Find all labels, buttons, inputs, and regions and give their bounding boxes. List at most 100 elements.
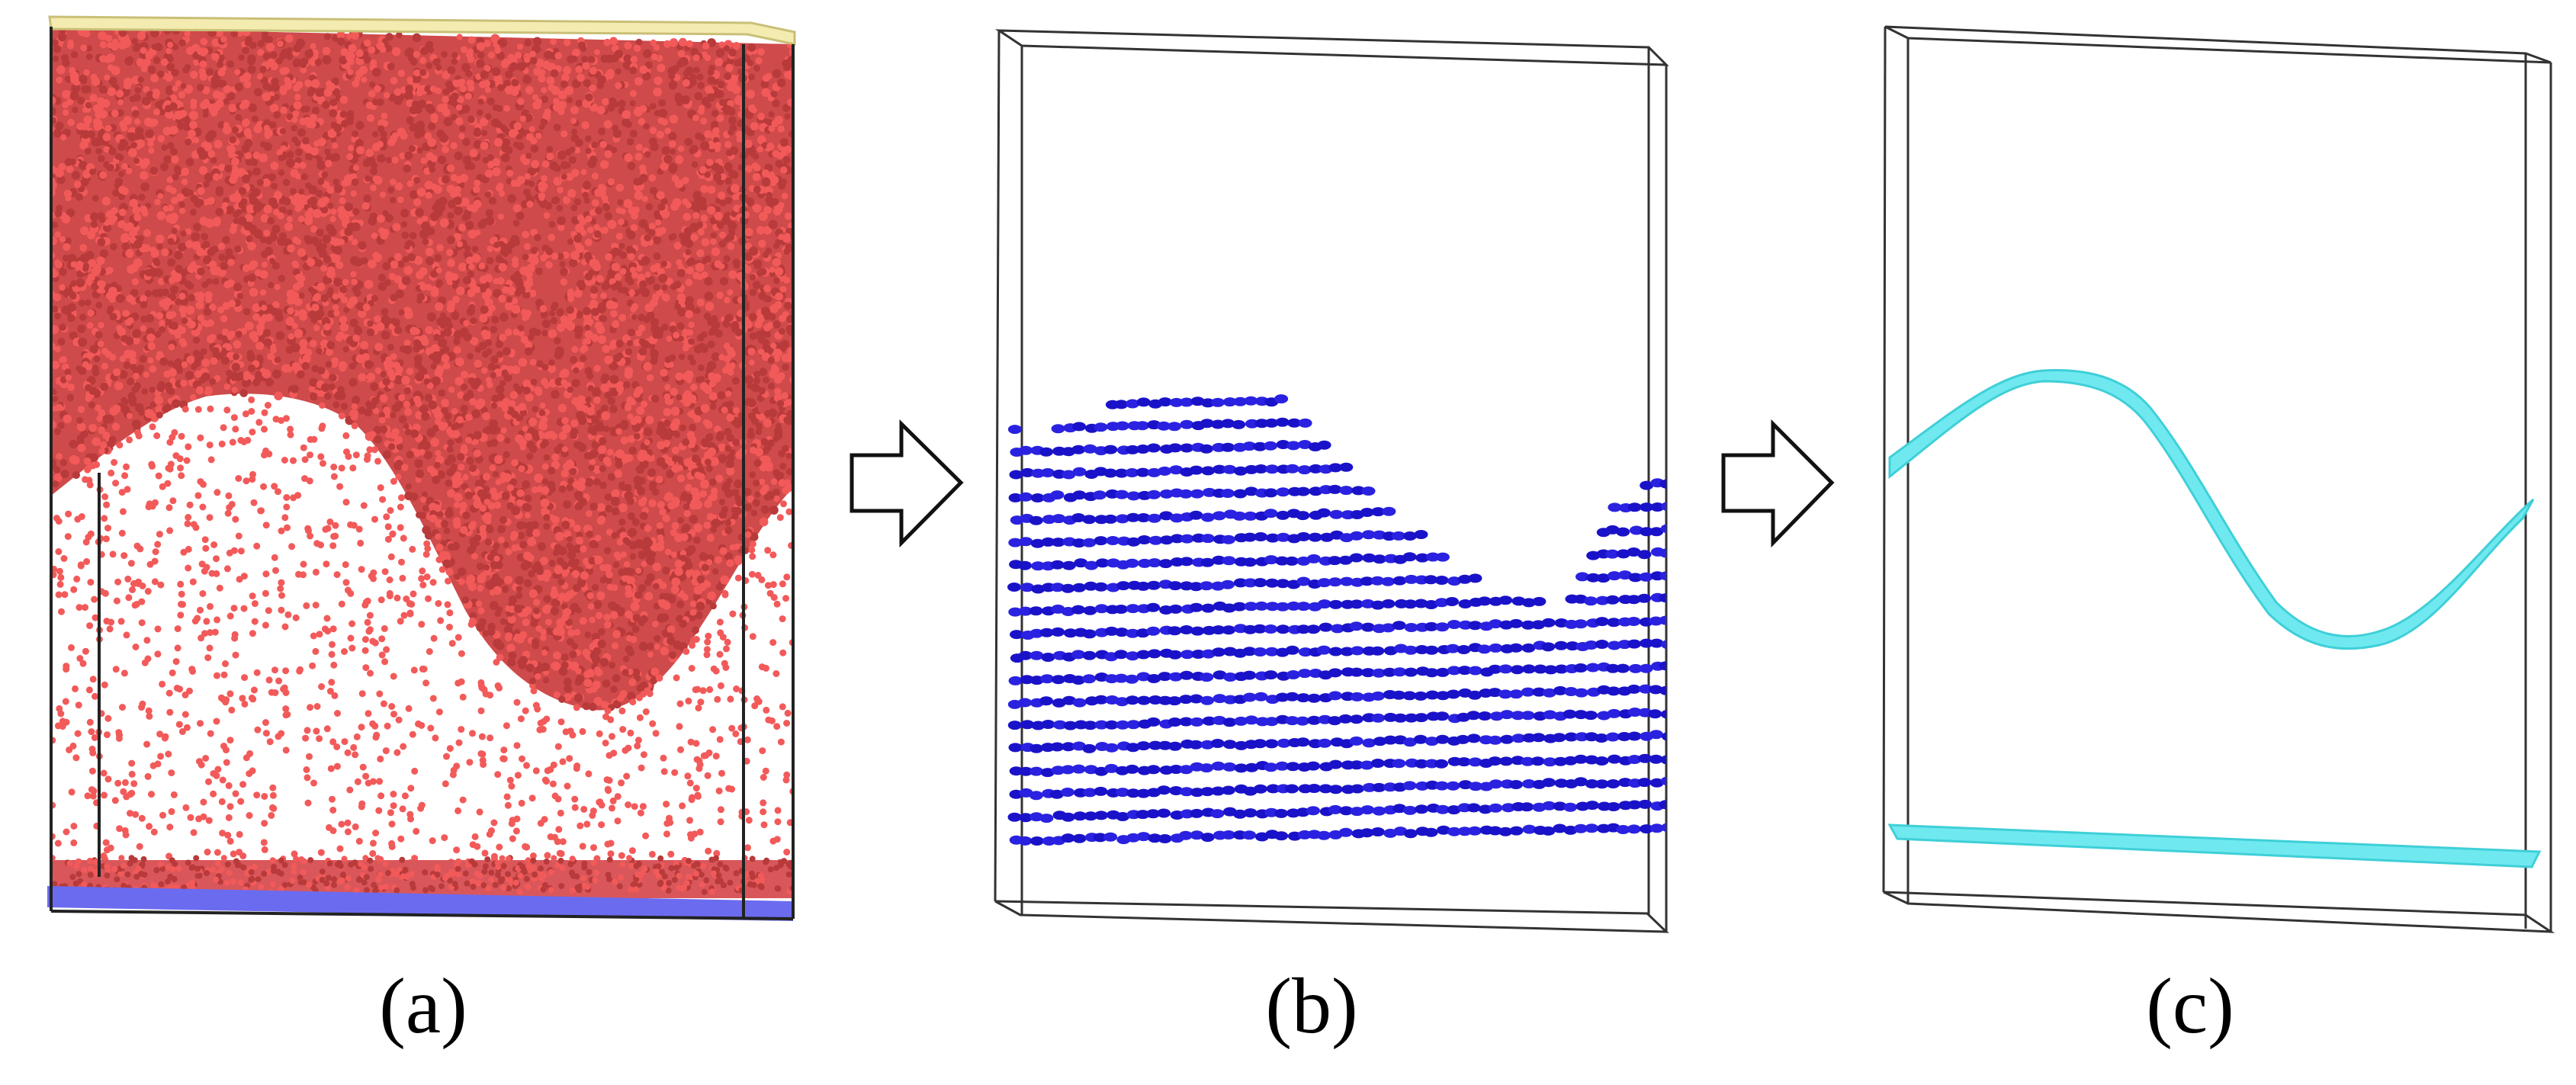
particle [428,400,438,409]
particle [458,464,465,471]
particle [355,354,365,364]
particle [582,191,589,198]
particle [130,142,137,149]
particle [430,113,438,121]
particle [714,211,723,221]
particle [554,337,561,345]
particle [629,553,637,560]
particle [676,474,686,483]
particle [499,380,506,387]
particle [132,206,141,214]
particle [453,346,461,354]
particle [425,191,432,199]
particle [689,515,698,524]
particle [56,453,63,460]
particle [415,469,425,479]
particle [467,352,474,360]
particle [779,285,787,293]
particle [744,242,752,250]
particle [599,481,607,490]
particle [758,348,765,355]
particle [493,586,503,595]
particle [372,131,379,138]
particle [462,138,471,146]
particle [134,127,144,136]
particle [124,41,130,48]
particle [253,124,262,133]
particle [228,151,236,159]
particle [56,76,63,84]
particle [675,372,683,381]
particle [668,140,676,148]
particle [705,420,713,429]
particle [523,56,531,63]
particle [618,503,628,512]
particle [677,517,684,524]
particle [207,150,216,158]
particle [447,439,454,447]
particle [190,194,198,203]
particle [610,685,618,693]
particle [435,279,444,287]
particle [658,108,668,118]
particle [307,198,313,205]
particle [638,641,648,651]
particle [167,142,175,149]
particle [567,629,576,637]
particle [583,197,590,204]
particle [155,234,165,244]
particle [382,262,391,271]
particle [350,190,357,197]
particle [70,280,77,287]
particle [532,406,538,412]
particle [608,601,617,611]
particle [700,117,708,125]
particle [599,437,607,445]
particle [660,368,668,377]
particle [119,355,127,362]
particle [543,522,551,530]
particle [541,486,550,495]
particle [87,309,95,317]
particle [118,208,127,217]
particle [439,133,448,143]
particle [686,377,692,384]
particle [551,390,560,399]
particle [525,393,534,402]
particle [246,235,253,242]
particle [121,398,129,406]
particle [58,33,67,42]
particle [584,631,592,638]
particle [308,286,314,293]
particle [558,485,567,493]
particle [169,125,178,135]
particle [718,499,726,506]
particle [485,113,492,120]
particle [231,362,240,372]
particle [459,85,467,93]
particle [145,51,154,59]
particle [603,120,612,129]
particle [244,152,252,159]
particle [781,392,789,400]
particle [415,477,422,483]
particle [478,81,487,88]
particle [291,124,298,132]
particle [320,265,327,272]
particle [295,81,304,89]
particle [450,273,459,281]
particle [677,335,684,342]
particle [472,377,482,387]
particle [474,179,481,187]
particle [643,362,653,371]
particle [156,243,163,250]
particle [161,144,168,151]
particle [171,227,178,234]
particle [768,111,775,117]
particle [763,284,771,293]
particle [670,585,680,594]
particle [551,453,560,461]
particle [143,229,152,237]
particle [446,445,454,453]
